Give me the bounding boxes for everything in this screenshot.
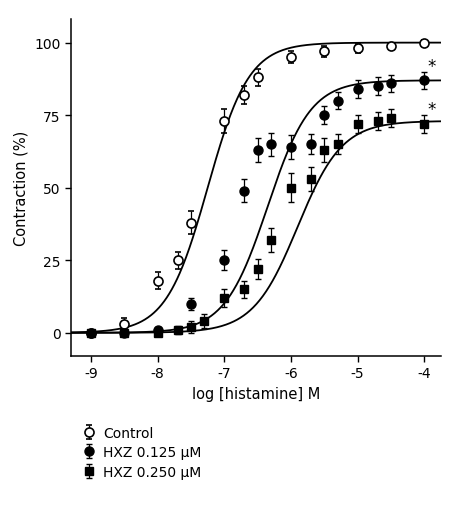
Legend: Control, HXZ 0.125 μM, HXZ 0.250 μM: Control, HXZ 0.125 μM, HXZ 0.250 μM <box>78 420 207 485</box>
X-axis label: log [histamine] M: log [histamine] M <box>192 386 320 401</box>
Y-axis label: Contraction (%): Contraction (%) <box>14 131 29 246</box>
Text: *: * <box>428 58 436 76</box>
Text: *: * <box>428 101 436 119</box>
